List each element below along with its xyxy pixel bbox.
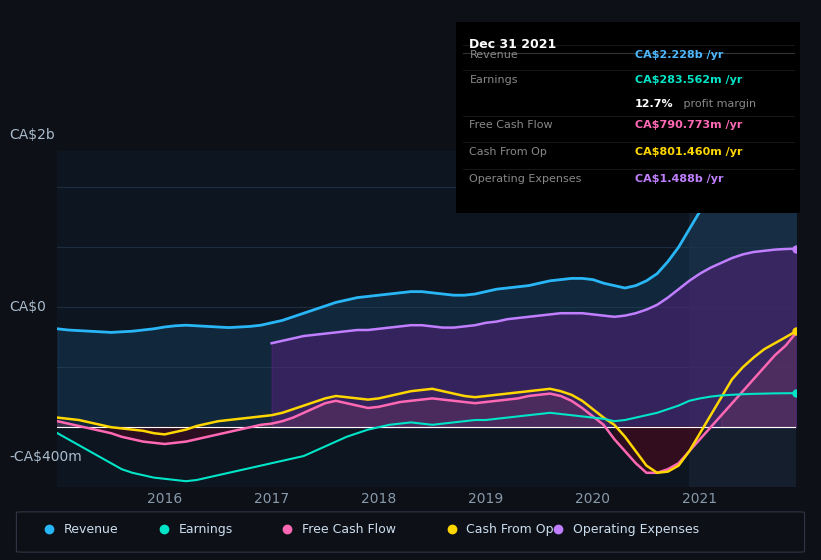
Text: Operating Expenses: Operating Expenses <box>470 174 582 184</box>
Text: Free Cash Flow: Free Cash Flow <box>470 120 553 130</box>
Text: profit margin: profit margin <box>680 99 756 109</box>
Text: Cash From Op: Cash From Op <box>466 522 554 536</box>
Text: CA$0: CA$0 <box>10 300 46 315</box>
Bar <box>690 151 796 487</box>
Text: CA$790.773m /yr: CA$790.773m /yr <box>635 120 742 130</box>
Text: CA$283.562m /yr: CA$283.562m /yr <box>635 74 742 85</box>
Text: Cash From Op: Cash From Op <box>470 147 548 157</box>
Text: Free Cash Flow: Free Cash Flow <box>302 522 396 536</box>
Text: CA$801.460m /yr: CA$801.460m /yr <box>635 147 742 157</box>
Text: Revenue: Revenue <box>470 50 518 60</box>
Text: CA$2.228b /yr: CA$2.228b /yr <box>635 50 723 60</box>
Text: CA$1.488b /yr: CA$1.488b /yr <box>635 174 723 184</box>
Text: Earnings: Earnings <box>179 522 233 536</box>
Text: -CA$400m: -CA$400m <box>10 450 82 464</box>
Text: CA$2b: CA$2b <box>10 128 55 142</box>
Text: Dec 31 2021: Dec 31 2021 <box>470 38 557 50</box>
Text: Operating Expenses: Operating Expenses <box>573 522 699 536</box>
Text: Earnings: Earnings <box>470 74 518 85</box>
Text: Revenue: Revenue <box>64 522 119 536</box>
Text: 12.7%: 12.7% <box>635 99 673 109</box>
